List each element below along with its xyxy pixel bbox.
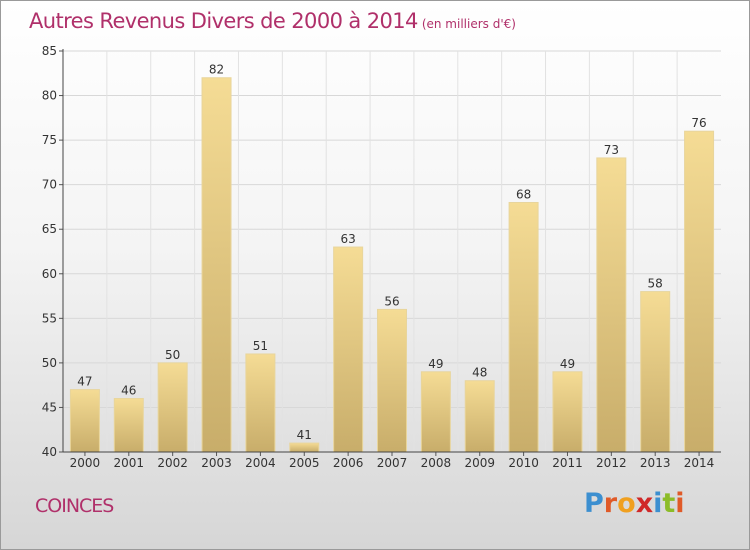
y-tick-label: 50 [42,356,57,370]
x-tick-label: 2004 [245,456,276,470]
y-tick-label: 40 [42,445,57,459]
logo-letter: P [584,488,604,519]
bar-value-label: 48 [472,366,487,380]
bar [113,398,144,453]
bar [464,380,495,453]
bar-value-label: 50 [165,348,180,362]
x-tick-label: 2005 [289,456,320,470]
bar-value-label: 49 [428,357,443,371]
bar-value-label: 47 [77,375,92,389]
bar-value-label: 76 [691,116,706,130]
y-tick-label: 45 [42,400,57,414]
bar [69,389,100,453]
bar [640,291,671,453]
y-tick-label: 65 [42,222,57,236]
bar [333,246,364,453]
bar [157,362,188,453]
x-tick-label: 2008 [421,456,452,470]
bar-value-label: 63 [340,232,355,246]
bar [377,308,407,453]
x-tick-label: 2000 [70,456,101,470]
bar [201,77,232,453]
chart-subtitle: (en milliers d'€) [421,17,516,31]
logo-letter: o [617,488,636,519]
x-tick-label: 2002 [157,456,188,470]
bar [684,130,715,453]
y-tick-label: 75 [42,133,57,147]
y-tick-label: 80 [42,89,57,103]
x-tick-label: 2014 [684,456,715,470]
y-tick-label: 70 [42,178,57,192]
y-tick-label: 55 [42,311,57,325]
town-name: COINCES [35,495,114,517]
bar [289,442,320,453]
x-tick-label: 2003 [201,456,232,470]
bar-value-label: 41 [297,428,312,442]
y-tick-label: 60 [42,267,57,281]
bar [552,371,583,453]
x-tick-label: 2001 [114,456,145,470]
bar [596,157,627,453]
logo-letter: i [653,488,663,519]
logo-letter: x [635,488,654,519]
bar-value-label: 56 [384,294,399,308]
proxiti-logo: Proxiti [584,488,685,519]
bar [508,201,539,453]
x-tick-label: 2007 [377,456,408,470]
bar-value-label: 51 [253,339,268,353]
logo-letter: r [603,488,618,519]
bar-value-label: 58 [648,277,663,291]
logo-letter: i [675,488,685,519]
bar-value-label: 46 [121,384,136,398]
x-tick-label: 2012 [596,456,627,470]
x-tick-label: 2011 [552,456,583,470]
bar [420,371,451,453]
bar-value-label: 73 [604,143,619,157]
bar-value-label: 49 [560,357,575,371]
x-tick-label: 2010 [508,456,539,470]
bar-value-label: 82 [209,63,224,77]
x-tick-label: 2013 [640,456,671,470]
chart-title: Autres Revenus Divers de 2000 à 2014 (en … [29,9,516,33]
x-tick-label: 2006 [333,456,364,470]
y-tick-label: 85 [42,44,57,58]
bar [245,353,276,453]
chart-title-text: Autres Revenus Divers de 2000 à 2014 [29,9,418,33]
bar-value-label: 68 [516,187,531,201]
x-tick-label: 2009 [464,456,495,470]
logo-letter: t [662,488,676,519]
